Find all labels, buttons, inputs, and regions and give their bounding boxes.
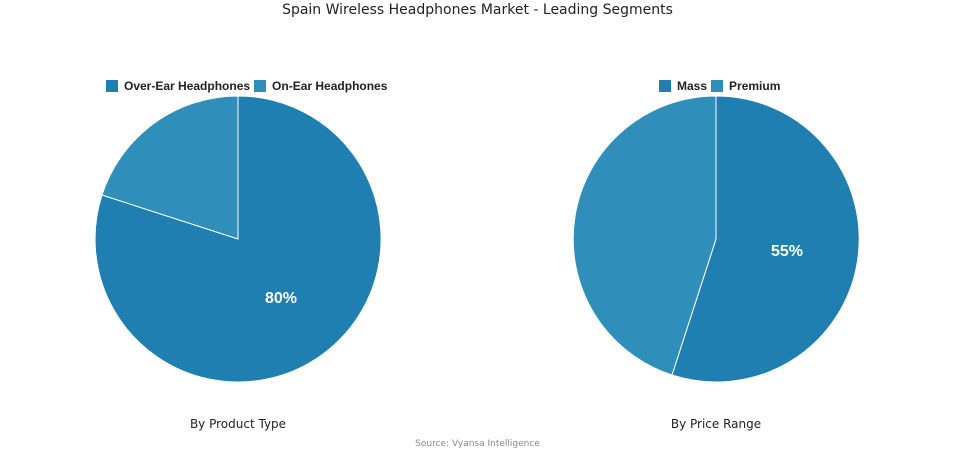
legend-item-premium: Premium [711, 79, 780, 93]
legend-swatch-icon [659, 80, 671, 92]
pie-product-type: 80% [94, 95, 382, 383]
slice-premium [572, 95, 717, 376]
slice-mass [671, 95, 860, 383]
slice-on-ear [101, 95, 239, 240]
legend-label: Mass [677, 79, 708, 93]
slice-label: 55% [771, 243, 803, 260]
subtitle-product-type: By Product Type [189, 417, 287, 431]
slice-label: 80% [265, 290, 297, 307]
legend-item-over-ear: Over-Ear Headphones [106, 79, 250, 93]
legend-item-mass: Mass [659, 79, 707, 93]
legend-label: On-Ear Headphones [272, 79, 388, 93]
chart-title: Spain Wireless Headphones Market - Leadi… [282, 2, 673, 18]
legend-swatch-icon [106, 80, 118, 92]
legend-label: Over-Ear Headphones [124, 79, 251, 93]
legend-swatch-icon [254, 80, 267, 92]
legend-item-on-ear: On-Ear Headphones [254, 79, 387, 93]
subtitle-price-range: By Price Range [670, 417, 762, 431]
legend-product-type: Over-Ear Headphones On-Ear Headphones [106, 79, 391, 93]
legend-label: Premium [729, 79, 781, 93]
source-note: Source: Vyansa Intelligence [415, 439, 540, 449]
legend-swatch-icon [711, 80, 724, 92]
legend-price-range: Mass Premium [659, 79, 784, 93]
pie-price-range: 55% [572, 95, 860, 383]
